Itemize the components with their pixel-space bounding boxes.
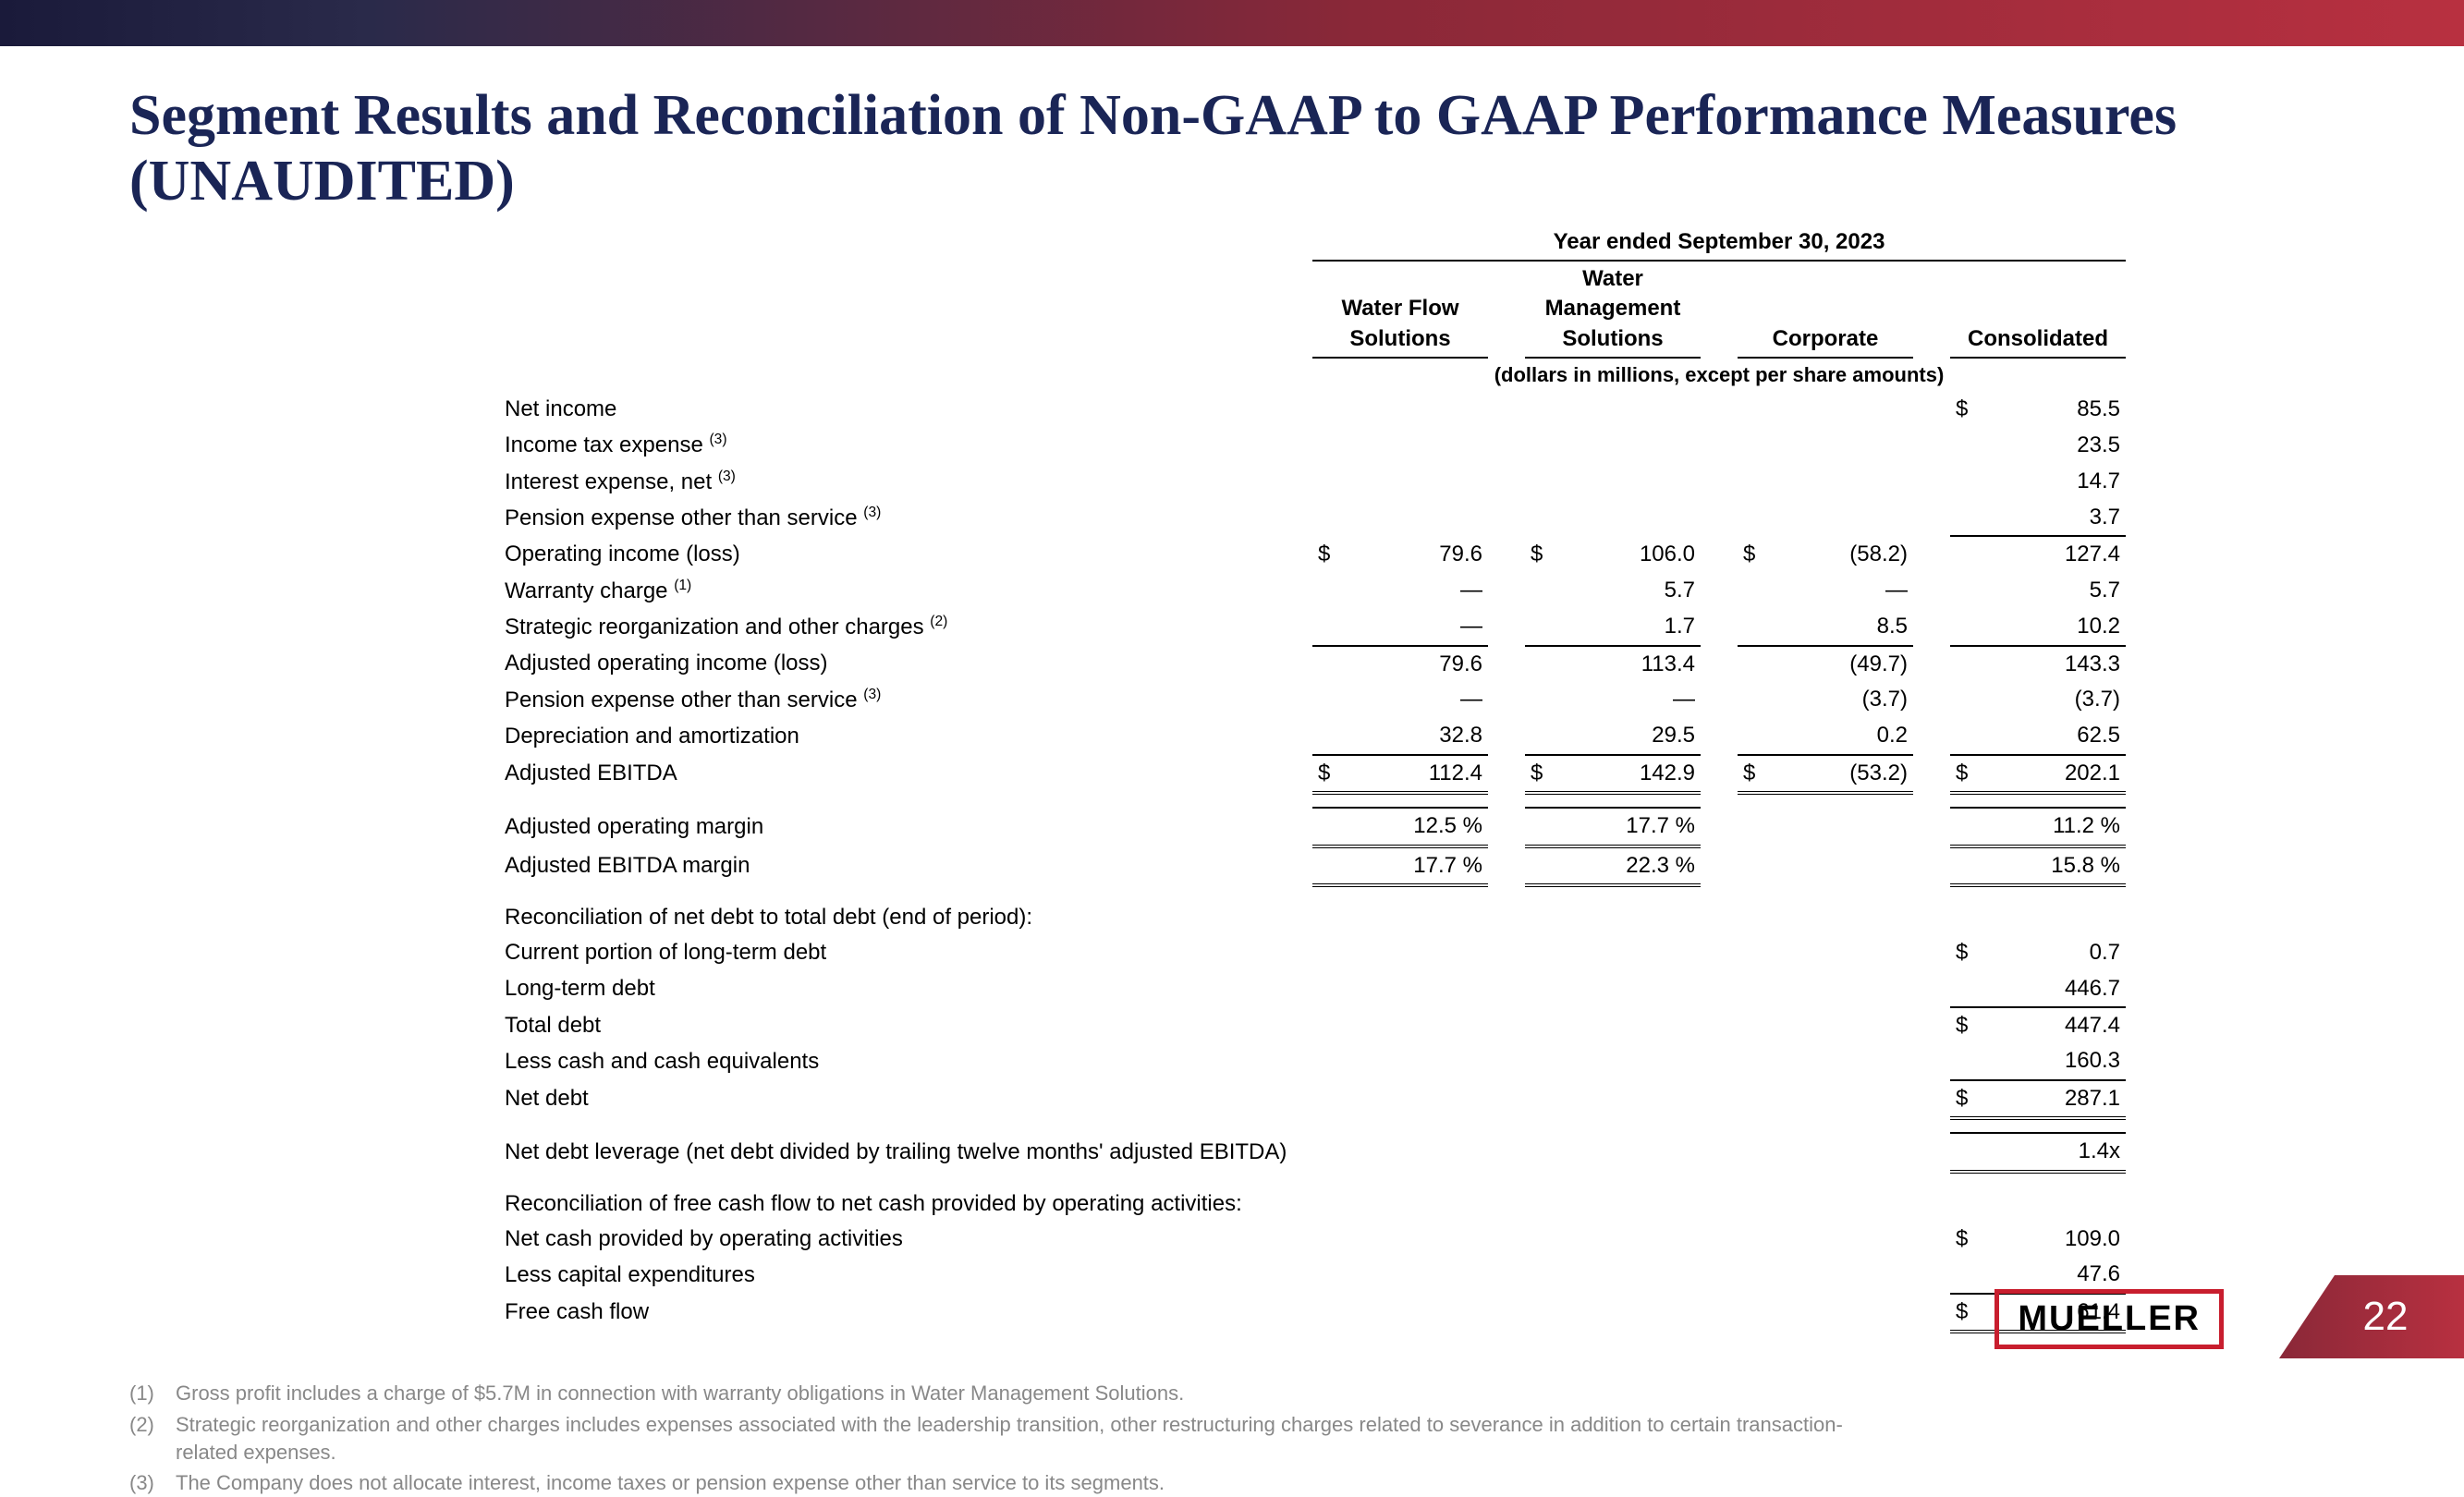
table-row: Reconciliation of net debt to total debt… — [499, 900, 2126, 935]
table-row: Less capital expenditures47.6 — [499, 1257, 2126, 1293]
row-label: Net debt leverage (net debt divided by t… — [499, 1133, 1312, 1171]
table-row: Net cash provided by operating activitie… — [499, 1222, 2126, 1257]
row-label: Pension expense other than service (3) — [499, 682, 1312, 718]
mueller-logo: MUELLER — [1994, 1289, 2224, 1349]
table-row: Net debt leverage (net debt divided by t… — [499, 1133, 2126, 1171]
col-header-4: Consolidated — [1950, 261, 2126, 358]
row-label: Adjusted EBITDA — [499, 755, 1312, 793]
table-row: Adjusted operating margin12.5 %17.7 %11.… — [499, 808, 2126, 846]
table-row: Warranty charge (1)—5.7—5.7 — [499, 573, 2126, 609]
row-label: Interest expense, net (3) — [499, 464, 1312, 500]
table-row: Reconciliation of free cash flow to net … — [499, 1187, 2126, 1222]
row-label: Reconciliation of free cash flow to net … — [499, 1187, 1312, 1222]
slide-content: Segment Results and Reconciliation of No… — [0, 46, 2464, 1497]
row-label: Current portion of long-term debt — [499, 935, 1312, 970]
table-row: Strategic reorganization and other charg… — [499, 609, 2126, 645]
col-header-2: WaterManagementSolutions — [1525, 261, 1701, 358]
period-header: Year ended September 30, 2023 — [1312, 225, 2126, 261]
row-label: Net income — [499, 392, 1312, 427]
row-label: Net cash provided by operating activitie… — [499, 1222, 1312, 1257]
footnotes: (1)Gross profit includes a charge of $5.… — [129, 1380, 2335, 1497]
table-row: Total debt$447.4 — [499, 1007, 2126, 1043]
row-label: Less capital expenditures — [499, 1257, 1312, 1293]
table-row: Free cash flow$61.4 — [499, 1294, 2126, 1332]
row-label: Strategic reorganization and other charg… — [499, 609, 1312, 645]
units-label: (dollars in millions, except per share a… — [1312, 358, 2126, 392]
table-row: Adjusted EBITDA margin17.7 %22.3 %15.8 % — [499, 846, 2126, 885]
row-label: Warranty charge (1) — [499, 573, 1312, 609]
table-row: Depreciation and amortization32.829.50.2… — [499, 718, 2126, 754]
footnote: (2)Strategic reorganization and other ch… — [129, 1411, 2335, 1466]
row-label: Total debt — [499, 1007, 1312, 1043]
row-label: Operating income (loss) — [499, 536, 1312, 572]
table-row: Pension expense other than service (3)3.… — [499, 500, 2126, 536]
table-row: Long-term debt446.7 — [499, 971, 2126, 1007]
row-label: Adjusted EBITDA margin — [499, 846, 1312, 885]
footnote: (1)Gross profit includes a charge of $5.… — [129, 1380, 2335, 1407]
row-label: Income tax expense (3) — [499, 427, 1312, 463]
row-label: Adjusted operating margin — [499, 808, 1312, 846]
table-row: Adjusted operating income (loss)79.6113.… — [499, 646, 2126, 682]
table-row: Net debt$287.1 — [499, 1080, 2126, 1118]
table-row: Pension expense other than service (3)——… — [499, 682, 2126, 718]
row-label: Free cash flow — [499, 1294, 1312, 1332]
col-header-3: Corporate — [1738, 261, 1913, 358]
financial-table: Year ended September 30, 2023 Water Flow… — [499, 225, 2126, 1334]
table-row: Adjusted EBITDA$112.4$142.9$(53.2)$202.1 — [499, 755, 2126, 793]
header-gradient-bar — [0, 0, 2464, 46]
row-label: Less cash and cash equivalents — [499, 1043, 1312, 1079]
row-label: Reconciliation of net debt to total debt… — [499, 900, 1312, 935]
table-row: Net income$85.5 — [499, 392, 2126, 427]
table-row: Income tax expense (3)23.5 — [499, 427, 2126, 463]
table-row: Operating income (loss)$79.6$106.0$(58.2… — [499, 536, 2126, 572]
row-label: Net debt — [499, 1080, 1312, 1118]
table-row: Less cash and cash equivalents160.3 — [499, 1043, 2126, 1079]
row-label: Pension expense other than service (3) — [499, 500, 1312, 536]
row-label: Adjusted operating income (loss) — [499, 646, 1312, 682]
footnote: (3)The Company does not allocate interes… — [129, 1469, 2335, 1497]
table-row: Current portion of long-term debt$0.7 — [499, 935, 2126, 970]
row-label: Depreciation and amortization — [499, 718, 1312, 754]
row-label: Long-term debt — [499, 971, 1312, 1007]
col-header-1: Water FlowSolutions — [1312, 261, 1488, 358]
page-title: Segment Results and Reconciliation of No… — [129, 83, 2335, 215]
table-row: Interest expense, net (3)14.7 — [499, 464, 2126, 500]
